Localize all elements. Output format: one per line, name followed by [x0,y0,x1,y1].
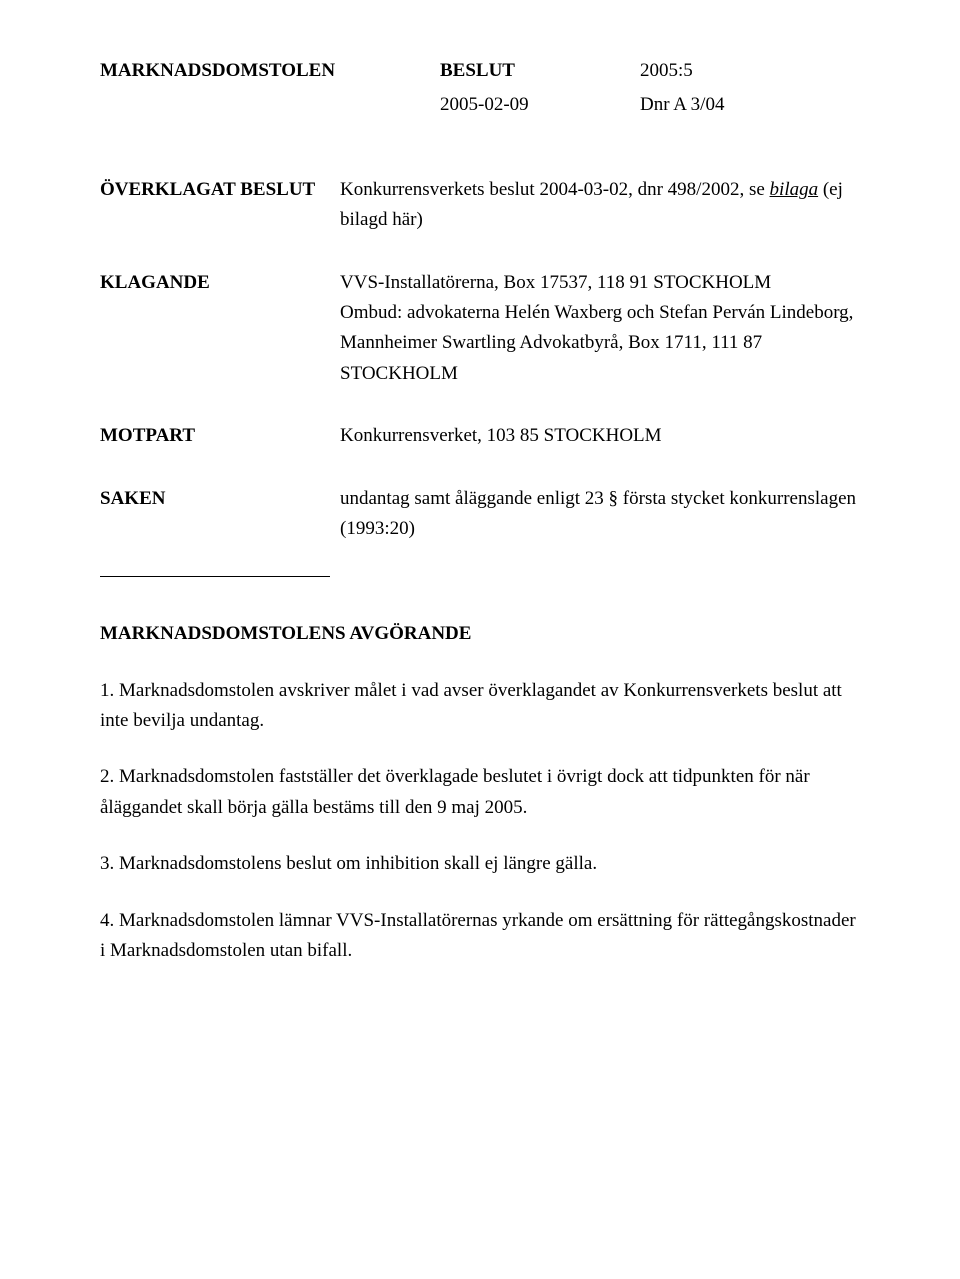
overklagat-body: Konkurrensverkets beslut 2004-03-02, dnr… [340,175,860,236]
diary-number: Dnr A 3/04 [640,90,724,120]
overklagat-beslut-row: ÖVERKLAGAT BESLUT Konkurrensverkets besl… [100,175,860,236]
ruling-paragraph-3: 3. Marknadsdomstolens beslut om inhibiti… [100,849,860,879]
motpart-label: MOTPART [100,421,340,451]
ruling-paragraph-1: 1. Marknadsdomstolen avskriver målet i v… [100,676,860,737]
ruling-paragraph-2: 2. Marknadsdomstolen fastställer det öve… [100,762,860,823]
motpart-body: Konkurrensverket, 103 85 STOCKHOLM [340,421,860,451]
doc-type: BESLUT [440,56,640,86]
section-divider [100,576,330,577]
klagande-line-1: VVS-Installatörerna, Box 17537, 118 91 S… [340,268,860,298]
klagande-row: KLAGANDE VVS-Installatörerna, Box 17537,… [100,268,860,390]
ruling-paragraph-4: 4. Marknadsdomstolen lämnar VVS-Installa… [100,906,860,967]
klagande-line-2: Ombud: advokaterna Helén Waxberg och Ste… [340,298,860,389]
saken-label: SAKEN [100,484,340,545]
overklagat-label: ÖVERKLAGAT BESLUT [100,175,340,236]
klagande-label: KLAGANDE [100,268,340,390]
overklagat-pre: Konkurrensverkets beslut 2004-03-02, dnr… [340,179,770,200]
ruling-title: MARKNADSDOMSTOLENS AVGÖRANDE [100,619,860,649]
overklagat-bilaga: bilaga [770,179,819,200]
case-number: 2005:5 [640,56,693,86]
motpart-row: MOTPART Konkurrensverket, 103 85 STOCKHO… [100,421,860,451]
court-name: MARKNADSDOMSTOLEN [100,56,440,86]
saken-row: SAKEN undantag samt åläggande enligt 23 … [100,484,860,545]
klagande-body: VVS-Installatörerna, Box 17537, 118 91 S… [340,268,860,390]
header-row-1: MARKNADSDOMSTOLEN BESLUT 2005:5 [100,56,860,86]
decision-date: 2005-02-09 [440,90,640,120]
saken-body: undantag samt åläggande enligt 23 § förs… [340,484,860,545]
document-page: MARKNADSDOMSTOLEN BESLUT 2005:5 2005-02-… [0,0,960,1279]
header-row-2: 2005-02-09 Dnr A 3/04 [100,90,860,120]
